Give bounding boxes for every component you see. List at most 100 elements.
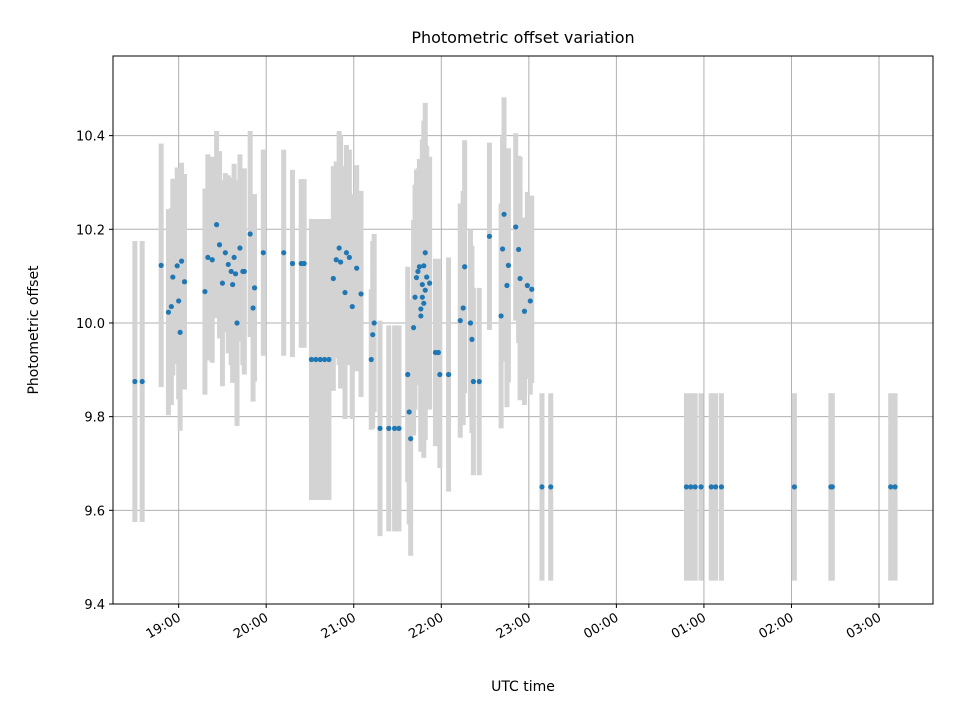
data-point <box>418 313 424 319</box>
x-axis-label: UTC time <box>491 679 555 695</box>
data-point <box>349 303 355 310</box>
x-tick-label: 20:00 <box>231 610 271 642</box>
data-point <box>247 231 253 237</box>
data-point <box>548 484 554 490</box>
data-point <box>829 484 835 490</box>
y-tick-label: 9.4 <box>84 598 105 613</box>
data-point <box>176 298 182 304</box>
data-point <box>336 245 342 251</box>
x-tick-label: 03:00 <box>844 610 884 642</box>
data-point <box>231 254 237 261</box>
data-point <box>698 484 704 490</box>
data-point <box>415 268 421 275</box>
data-point <box>418 306 424 312</box>
data-point <box>225 261 231 268</box>
data-point <box>358 291 364 297</box>
data-point <box>476 378 482 385</box>
data-point <box>321 356 328 363</box>
data-point <box>422 287 428 293</box>
data-point <box>527 298 533 304</box>
data-point <box>712 484 719 490</box>
data-point <box>412 294 418 300</box>
data-point <box>501 211 507 217</box>
data-point <box>462 264 468 270</box>
data-point <box>370 332 376 338</box>
data-point <box>505 262 512 268</box>
error-bars <box>132 97 898 581</box>
data-point <box>346 254 352 261</box>
data-point <box>371 320 377 326</box>
y-tick-label: 9.8 <box>84 411 105 426</box>
data-point <box>313 356 319 363</box>
data-point <box>486 233 493 239</box>
x-tick-label: 00:00 <box>581 610 621 642</box>
data-point <box>377 425 383 431</box>
data-point <box>469 336 475 342</box>
data-point <box>683 484 690 490</box>
data-point <box>343 250 350 256</box>
data-point <box>410 325 417 331</box>
data-point <box>499 246 506 252</box>
data-point <box>326 356 332 363</box>
data-point <box>692 484 698 490</box>
plot-frame <box>112 55 934 605</box>
data-point <box>132 378 138 385</box>
data-point <box>888 484 894 490</box>
data-point <box>234 320 240 326</box>
data-point <box>241 268 247 275</box>
data-point <box>368 356 374 363</box>
data-point <box>308 356 315 363</box>
data-point <box>437 371 443 378</box>
data-point <box>338 259 344 265</box>
data-point <box>435 349 441 356</box>
x-tick-label: 01:00 <box>669 610 709 642</box>
data-point <box>524 282 530 289</box>
data-point <box>213 222 220 228</box>
data-point <box>260 250 266 256</box>
data-point <box>513 224 519 230</box>
data-point <box>539 484 545 490</box>
data-point <box>467 320 474 326</box>
chart-title: Photometric offset variation <box>411 28 634 47</box>
data-point <box>230 281 236 288</box>
data-point <box>165 309 172 315</box>
data-point <box>498 313 504 319</box>
data-point <box>168 303 174 310</box>
data-point <box>424 274 430 280</box>
x-tick-label: 02:00 <box>757 610 797 642</box>
data-point <box>178 258 185 264</box>
data-point <box>139 378 145 385</box>
data-point <box>202 288 208 295</box>
data-point <box>181 279 188 285</box>
data-point <box>237 245 243 251</box>
data-point <box>419 294 425 300</box>
data-point <box>250 305 256 311</box>
data-point <box>228 268 234 275</box>
data-point <box>457 318 463 324</box>
data-points <box>132 211 898 490</box>
data-point <box>892 484 898 490</box>
y-tick-label: 10.2 <box>76 223 105 238</box>
data-point <box>422 250 428 256</box>
data-point <box>232 271 239 277</box>
data-point <box>504 282 510 289</box>
data-point <box>517 275 523 282</box>
data-point <box>251 285 258 291</box>
data-point <box>521 308 528 314</box>
data-point <box>177 329 183 335</box>
data-point <box>174 263 180 269</box>
data-point <box>392 425 398 431</box>
x-tick-label: 21:00 <box>319 610 359 642</box>
data-point <box>718 484 725 490</box>
data-point <box>460 305 466 311</box>
data-point <box>406 409 412 415</box>
data-point <box>470 378 476 385</box>
data-point <box>516 246 522 253</box>
data-point <box>396 425 402 431</box>
data-point <box>333 257 339 263</box>
data-point <box>413 274 420 281</box>
x-tick-label: 19:00 <box>144 610 184 642</box>
data-point <box>301 260 307 267</box>
data-point <box>158 262 164 268</box>
